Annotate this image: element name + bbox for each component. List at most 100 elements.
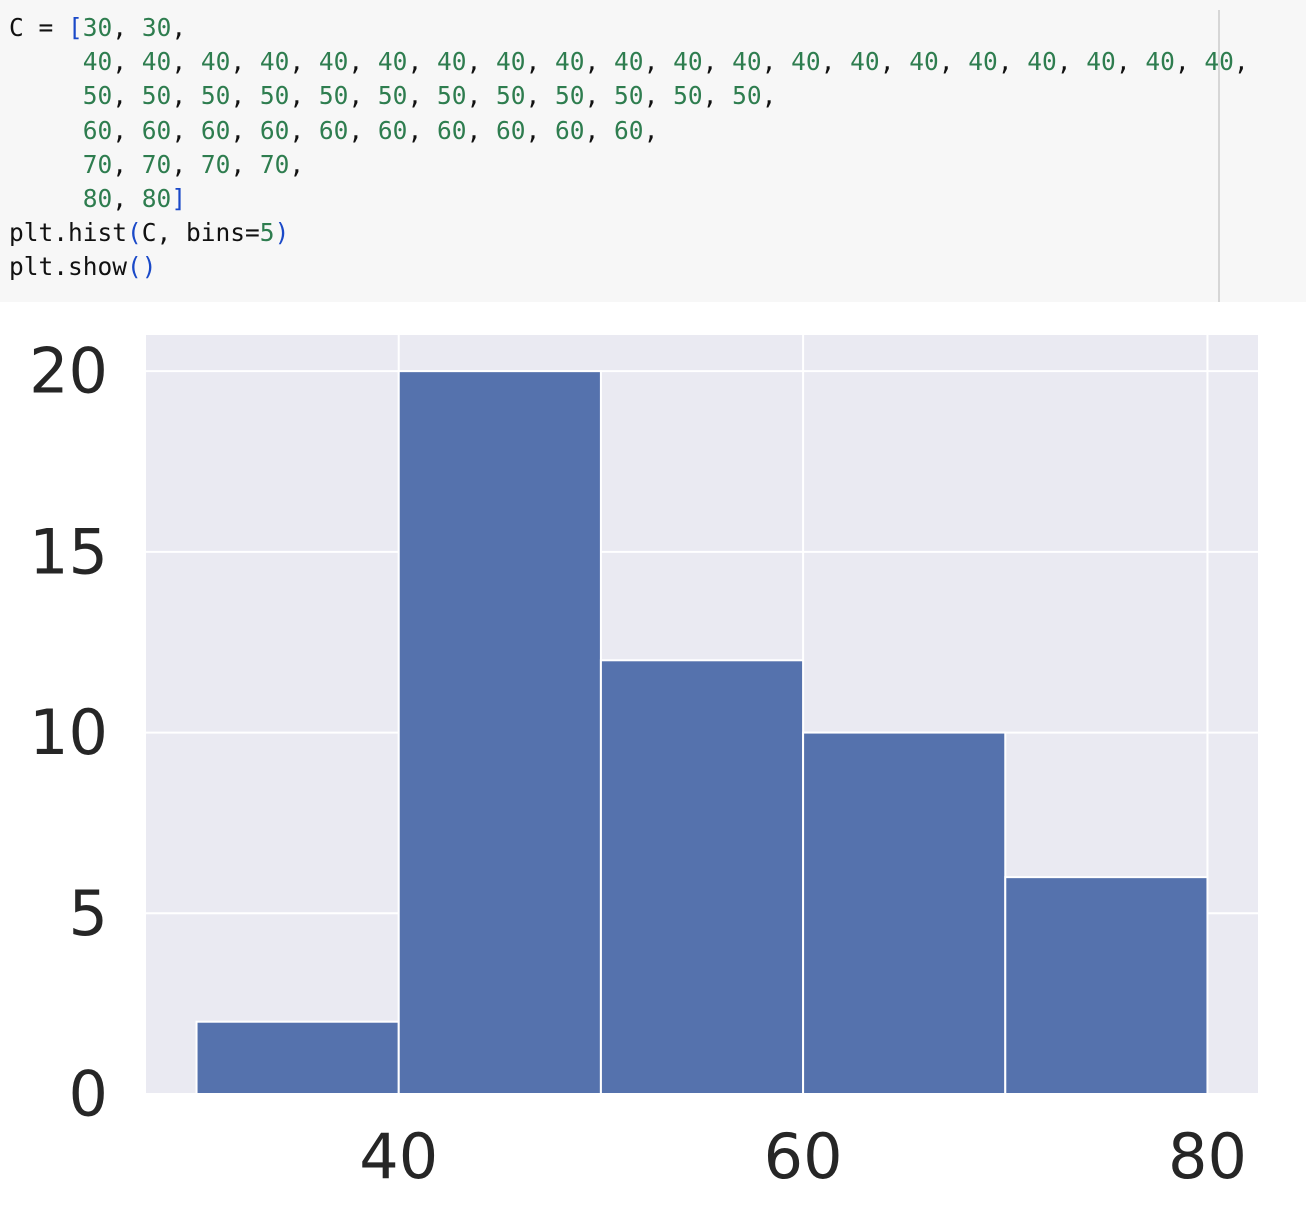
- code-cell[interactable]: C = [30, 30, 40, 40, 40, 40, 40, 40, 40,…: [0, 0, 1306, 302]
- code-text-token: [9, 184, 83, 213]
- code-text-token: ,: [407, 81, 437, 111]
- code-text-token: ,: [820, 47, 851, 77]
- histogram-bar: [397, 370, 602, 1095]
- cell-output: 0 5 10 15 20 40 60 80: [0, 302, 1306, 1204]
- code-number-token: 60: [200, 115, 231, 145]
- code-line: 40, 40, 40, 40, 40, 40, 40, 40, 40, 40, …: [9, 47, 1249, 76]
- code-text-token: [9, 81, 83, 110]
- code-text-token: ,: [171, 47, 201, 77]
- code-text-token: ,: [230, 47, 260, 77]
- code-number-token: 70: [82, 149, 113, 179]
- code-number-token: 40: [259, 47, 290, 77]
- code-text-token: ,: [112, 13, 142, 42]
- code-text-token: ,: [702, 81, 733, 111]
- code-number-token: 80: [82, 184, 113, 214]
- code-text-token: ,: [230, 115, 260, 145]
- code-number-token: 40: [555, 47, 585, 77]
- y-tick-label: 20: [29, 335, 108, 408]
- code-text-token: ,: [525, 47, 556, 77]
- code-line: 50, 50, 50, 50, 50, 50, 50, 50, 50, 50, …: [9, 81, 777, 111]
- code-number-token: 40: [436, 47, 467, 77]
- code-number-token: 40: [1027, 47, 1057, 77]
- code-number-token: 40: [141, 47, 172, 77]
- code-text-token: ,: [761, 81, 777, 111]
- code-number-token: 30: [82, 13, 113, 42]
- code-number-token: 60: [555, 115, 585, 145]
- code-number-token: 40: [377, 47, 408, 77]
- code-text-token: ,: [289, 47, 319, 77]
- code-text-token: ,: [584, 81, 615, 111]
- code-line: 70, 70, 70, 70,: [9, 150, 304, 179]
- code-text-token: ,: [466, 115, 496, 145]
- code-text-token: [9, 150, 83, 179]
- histogram-bar: [802, 731, 1007, 1095]
- code-number-token: 60: [614, 115, 644, 145]
- code-number-token: 40: [732, 47, 762, 77]
- x-axis-ticks: 40 60 80: [359, 1120, 1247, 1193]
- code-line: plt.hist(C, bins=5): [9, 218, 289, 247]
- code-line: 80, 80]: [9, 184, 186, 213]
- code-number-token: 40: [1086, 47, 1116, 77]
- code-text-token: ,: [112, 149, 142, 179]
- code-text-token: ,: [171, 115, 201, 145]
- code-number-token: 40: [968, 47, 998, 77]
- code-number-token: 5: [259, 218, 275, 248]
- code-number-token: 60: [82, 115, 113, 145]
- code-cell-scroll-edge: [1218, 10, 1220, 302]
- code-text-token: ,: [171, 81, 201, 111]
- histogram-bar: [1004, 876, 1209, 1096]
- code-text-token: [9, 116, 83, 145]
- code-text-token: ,: [348, 81, 378, 111]
- code-bracket-token: (): [127, 252, 157, 282]
- code-number-token: 50: [555, 81, 585, 111]
- code-text-token: ,: [584, 47, 615, 77]
- code-text-token: ,: [466, 81, 496, 111]
- code-editor[interactable]: C = [30, 30, 40, 40, 40, 40, 40, 40, 40,…: [9, 11, 1249, 285]
- y-tick-label: 10: [29, 696, 108, 769]
- code-number-token: 60: [318, 115, 349, 145]
- code-text-token: ,: [1174, 47, 1205, 77]
- code-bracket-token: (: [127, 218, 142, 248]
- histogram-bar: [195, 1020, 400, 1096]
- code-text-token: plt.hist: [9, 218, 128, 248]
- code-text-token: ,: [112, 115, 142, 145]
- code-number-token: 40: [200, 47, 231, 77]
- code-line: 60, 60, 60, 60, 60, 60, 60, 60, 60, 60,: [9, 115, 659, 145]
- code-text-token: ,: [407, 115, 437, 145]
- code-text-token: ,: [643, 81, 674, 111]
- code-text-token: ,: [997, 47, 1028, 77]
- code-text-token: ,: [348, 47, 378, 77]
- code-text-token: ,: [761, 47, 792, 77]
- histogram-bars: [195, 370, 1209, 1096]
- code-number-token: 70: [259, 149, 290, 179]
- code-number-token: 50: [141, 81, 172, 111]
- code-text-token: ,: [112, 184, 142, 214]
- code-number-token: 50: [614, 81, 644, 111]
- code-number-token: 40: [614, 47, 644, 77]
- code-text-token: ,: [230, 149, 260, 179]
- x-tick-label: 40: [359, 1120, 438, 1193]
- code-number-token: 50: [200, 81, 231, 111]
- code-number-token: 70: [200, 149, 231, 179]
- code-number-token: 60: [377, 115, 408, 145]
- code-number-token: 50: [259, 81, 290, 111]
- code-bracket-token: ): [274, 218, 290, 248]
- code-text-token: C, bins=: [141, 218, 260, 248]
- code-number-token: 50: [318, 81, 349, 111]
- code-text-token: ,: [112, 81, 142, 111]
- code-number-token: 70: [141, 149, 172, 179]
- code-number-token: 40: [495, 47, 526, 77]
- y-axis-ticks: 0 5 10 15 20: [29, 335, 108, 1131]
- code-text-token: ,: [348, 115, 378, 145]
- code-text-token: ,: [1233, 47, 1249, 77]
- code-number-token: 40: [850, 47, 880, 77]
- code-number-token: 50: [673, 81, 703, 111]
- code-text-token: ,: [525, 81, 556, 111]
- y-tick-label: 15: [29, 515, 108, 588]
- code-number-token: 40: [318, 47, 349, 77]
- code-number-token: 40: [673, 47, 703, 77]
- histogram-bar: [599, 659, 805, 1095]
- code-text-token: ,: [289, 115, 319, 145]
- code-number-token: 30: [141, 13, 172, 42]
- code-text-token: ,: [171, 149, 201, 179]
